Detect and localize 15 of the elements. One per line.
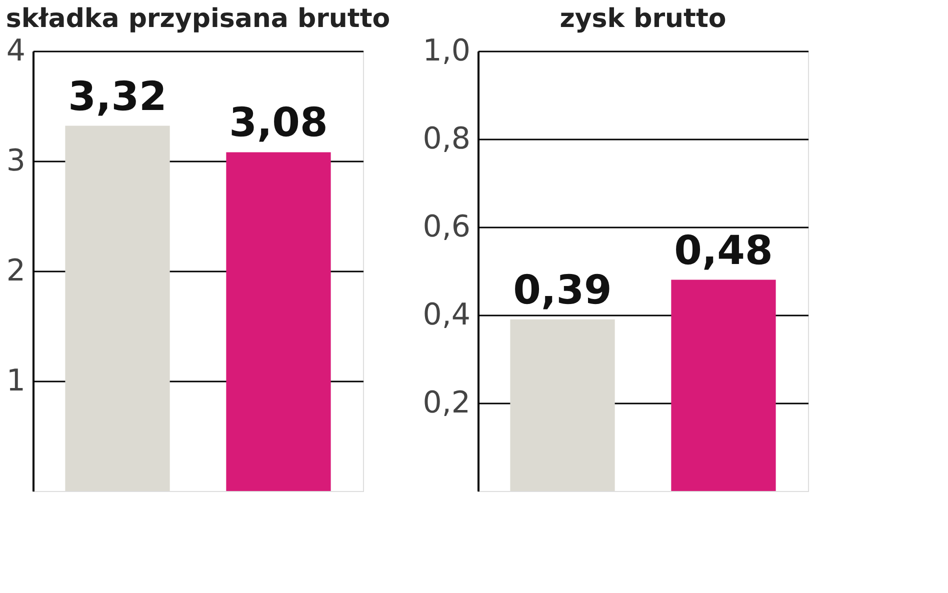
data-label: 0,39 xyxy=(513,267,612,314)
y-tick-label: 0,6 xyxy=(422,210,470,244)
y-tick-label: 0,4 xyxy=(422,298,470,332)
chart-title: zysk brutto xyxy=(560,4,726,34)
data-label: 3,32 xyxy=(68,74,167,120)
y-tick-label: 2 xyxy=(6,254,26,288)
y-tick-label: 0,8 xyxy=(422,122,470,156)
y-tick-label: 3 xyxy=(6,144,26,178)
data-label: 3,08 xyxy=(229,100,328,146)
y-tick-label: 1 xyxy=(6,364,26,398)
y-tick-label: 0,2 xyxy=(422,386,470,420)
chart-title: składka przypisana brutto xyxy=(6,4,390,34)
data-label: 0,48 xyxy=(674,228,773,274)
y-tick-label: 4 xyxy=(6,34,26,68)
y-tick-label: 1,0 xyxy=(422,34,470,68)
